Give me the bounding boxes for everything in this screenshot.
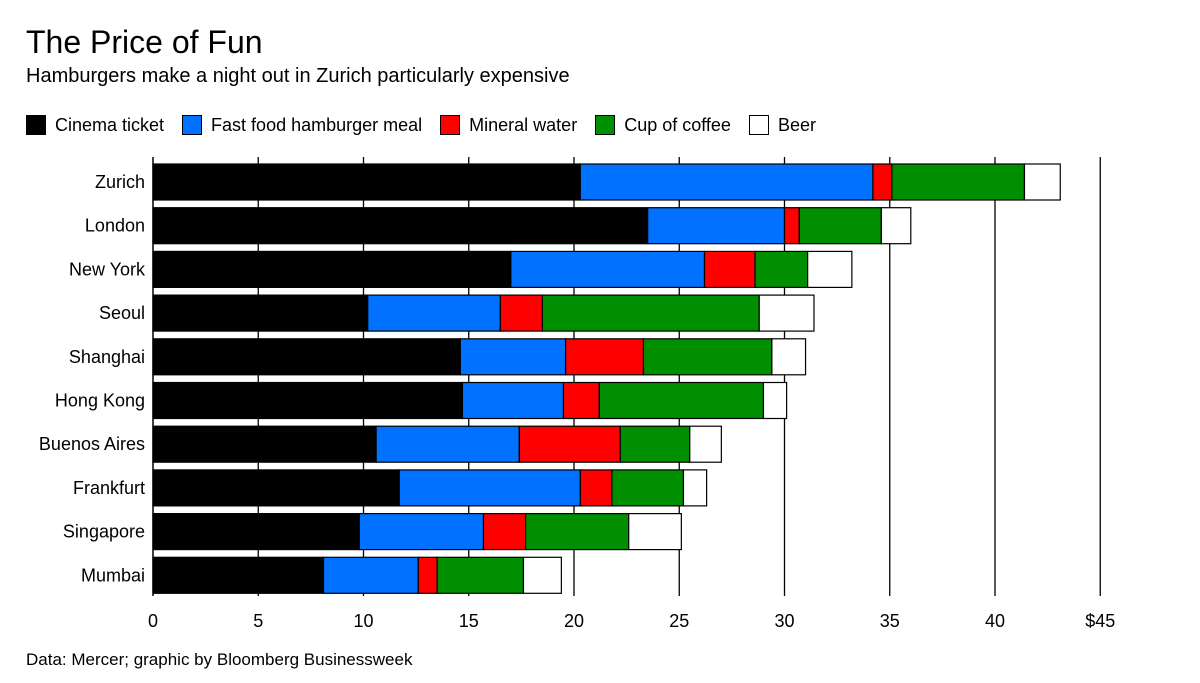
- bar-fast-food-hamburger-meal-shanghai: [459, 338, 567, 376]
- bar-cup-of-coffee-seoul: [541, 294, 760, 332]
- bar-mineral-water-hong-kong: [562, 381, 600, 420]
- legend-item-cinema-ticket: Cinema ticket: [26, 115, 164, 136]
- bar-cinema-ticket-new-york: [152, 250, 512, 288]
- x-tick-label: 30: [774, 611, 794, 631]
- bar-cinema-ticket-hong-kong: [152, 381, 464, 420]
- legend-label-cup-of-coffee: Cup of coffee: [624, 114, 731, 135]
- x-tick-label: 25: [669, 611, 689, 631]
- bar-beer-shanghai: [771, 338, 807, 376]
- chart-title: The Price of Fun: [26, 24, 263, 60]
- legend-item-mineral-water: Mineral water: [440, 115, 577, 136]
- category-label-shanghai: Shanghai: [69, 347, 145, 367]
- chart-subtitle: Hamburgers make a night out in Zurich pa…: [26, 65, 570, 87]
- legend-item-beer: Beer: [748, 114, 816, 136]
- bar-cup-of-coffee-mumbai: [436, 556, 525, 594]
- bar-beer-singapore: [628, 512, 682, 551]
- x-tick-label: 10: [353, 611, 373, 631]
- category-label-frankfurt: Frankfurt: [73, 478, 145, 498]
- bar-mineral-water-buenos-aires: [518, 425, 621, 463]
- bar-mineral-water-new-york: [703, 250, 756, 288]
- bar-mineral-water-mumbai: [417, 556, 438, 594]
- legend-swatch-beer: [748, 115, 769, 135]
- category-label-seoul: Seoul: [99, 303, 145, 323]
- bar-cinema-ticket-frankfurt: [152, 469, 400, 507]
- bar-cup-of-coffee-singapore: [524, 512, 630, 551]
- bar-beer-hong-kong: [762, 381, 788, 420]
- bar-cup-of-coffee-zurich: [891, 163, 1026, 201]
- legend-label-mineral-water: Mineral water: [469, 114, 578, 135]
- legend-label-cinema-ticket: Cinema ticket: [55, 114, 165, 135]
- bar-fast-food-hamburger-meal-frankfurt: [398, 469, 581, 507]
- category-label-hong-kong: Hong Kong: [55, 391, 145, 411]
- bar-fast-food-hamburger-meal-buenos-aires: [375, 425, 520, 463]
- bar-cinema-ticket-mumbai: [152, 556, 325, 594]
- bar-cinema-ticket-seoul: [152, 294, 369, 332]
- bar-fast-food-hamburger-meal-mumbai: [322, 556, 419, 594]
- category-label-singapore: Singapore: [63, 522, 145, 542]
- bar-beer-frankfurt: [682, 469, 708, 507]
- bar-beer-seoul: [758, 294, 815, 332]
- x-tick-label: 35: [880, 611, 900, 631]
- bar-mineral-water-frankfurt: [579, 469, 613, 507]
- bar-cup-of-coffee-shanghai: [642, 338, 773, 376]
- bar-cup-of-coffee-london: [798, 207, 882, 245]
- bar-cinema-ticket-singapore: [152, 512, 360, 551]
- x-tick-label: 5: [253, 611, 263, 631]
- bar-cup-of-coffee-buenos-aires: [619, 425, 691, 463]
- category-label-london: London: [85, 216, 145, 236]
- bar-mineral-water-seoul: [499, 294, 544, 332]
- bar-beer-buenos-aires: [689, 425, 722, 463]
- bar-fast-food-hamburger-meal-singapore: [358, 512, 485, 551]
- legend-item-hamburger-meal: Fast food hamburger meal: [182, 115, 422, 136]
- legend-swatch-cinema-ticket: [26, 115, 46, 135]
- bar-fast-food-hamburger-meal-hong-kong: [461, 381, 565, 420]
- legend-label-beer: Beer: [777, 114, 816, 135]
- category-label-buenos-aires: Buenos Aires: [39, 434, 145, 454]
- bar-cinema-ticket-buenos-aires: [152, 425, 377, 463]
- source-note: Data: Mercer; graphic by Bloomberg Busin…: [26, 650, 413, 669]
- bar-beer-new-york: [807, 250, 853, 288]
- bar-cup-of-coffee-new-york: [754, 250, 809, 288]
- legend-label-hamburger-meal: Fast food hamburger meal: [211, 114, 423, 135]
- bar-cinema-ticket-zurich: [152, 163, 581, 201]
- bar-cup-of-coffee-hong-kong: [598, 381, 765, 420]
- bar-fast-food-hamburger-meal-seoul: [367, 294, 501, 332]
- x-tick-label: $45: [1085, 611, 1115, 631]
- x-tick-label: 15: [459, 611, 479, 631]
- legend-swatch-hamburger-meal: [182, 115, 203, 135]
- category-label-mumbai: Mumbai: [81, 565, 145, 585]
- bar-mineral-water-zurich: [872, 163, 893, 201]
- bar-fast-food-hamburger-meal-london: [647, 207, 786, 245]
- bar-cup-of-coffee-frankfurt: [611, 469, 685, 507]
- bar-mineral-water-singapore: [482, 512, 527, 551]
- x-tick-label: 40: [985, 611, 1005, 631]
- category-label-zurich: Zurich: [95, 172, 145, 192]
- legend: Cinema ticket Fast food hamburger meal M…: [26, 113, 834, 137]
- bar-fast-food-hamburger-meal-zurich: [579, 163, 874, 201]
- legend-item-cup-of-coffee: Cup of coffee: [595, 115, 731, 136]
- legend-swatch-cup-of-coffee: [595, 115, 616, 135]
- bar-cinema-ticket-london: [152, 207, 649, 245]
- bar-beer-zurich: [1023, 163, 1061, 201]
- bar-beer-london: [880, 207, 912, 245]
- bar-fast-food-hamburger-meal-new-york: [510, 250, 706, 288]
- bar-cinema-ticket-shanghai: [152, 338, 461, 376]
- bar-mineral-water-shanghai: [564, 338, 645, 376]
- bar-mineral-water-london: [783, 207, 800, 245]
- bar-beer-mumbai: [522, 556, 562, 594]
- legend-swatch-mineral-water: [440, 115, 461, 135]
- category-label-new-york: New York: [69, 259, 146, 279]
- x-tick-label: 0: [148, 611, 158, 631]
- x-tick-label: 20: [564, 611, 584, 631]
